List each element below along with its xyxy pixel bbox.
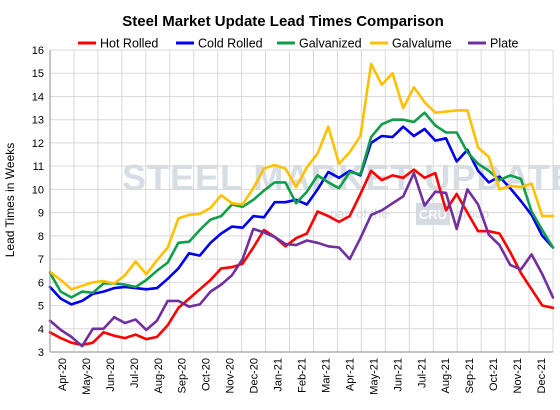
- watermark-sub-left: part of the: [330, 206, 389, 221]
- legend: Hot Rolled Cold Rolled Galvanized Galvalume…: [78, 37, 519, 51]
- x-tick-label: Dec-21: [536, 358, 548, 393]
- x-tick-labels: Apr-20 May-20 Jun-20 Jul-20 Aug-20 Sep-20 Oct-…: [57, 358, 548, 395]
- legend-label-galvanized: Galvanized: [299, 37, 362, 51]
- axes: [49, 50, 553, 353]
- x-tick-label: Nov-21: [512, 358, 524, 393]
- x-tick-label: Apr-20: [57, 358, 69, 391]
- x-tick-label: Dec-20: [249, 358, 261, 393]
- y-tick-label: 4: [38, 324, 44, 336]
- series-line-hot-rolled: [48, 168, 555, 347]
- series-line-galvanized: [48, 111, 555, 299]
- legend-label-galvalume: Galvalume: [392, 37, 452, 51]
- x-tick-label: Nov-20: [225, 358, 237, 393]
- x-tick-label: Jul-21: [416, 358, 428, 388]
- x-tick-label: Aug-20: [153, 358, 165, 393]
- y-tick-label: 14: [32, 91, 44, 103]
- x-tick-label: Jul-20: [129, 358, 141, 388]
- series-lines: [48, 62, 555, 348]
- y-tick-label: 10: [32, 184, 44, 196]
- y-tick-label: 9: [38, 208, 44, 220]
- x-tick-label: Mar-21: [320, 358, 332, 393]
- series-line-galvalume: [48, 62, 555, 291]
- chart-title: Steel Market Update Lead Times Compariso…: [122, 13, 443, 30]
- x-tick-label: Apr-21: [344, 358, 356, 391]
- y-axis-title: Lead Times in Weeks: [3, 143, 17, 258]
- y-tick-label: 7: [38, 254, 44, 266]
- x-tick-label: Jan-21: [273, 358, 285, 392]
- x-tick-label: Jun-21: [392, 358, 404, 392]
- legend-label-cold-rolled: Cold Rolled: [198, 37, 263, 51]
- y-tick-label: 16: [32, 45, 44, 57]
- x-tick-label: Aug-21: [440, 358, 452, 393]
- y-tick-label: 8: [38, 231, 44, 243]
- x-tick-label: May-21: [368, 358, 380, 395]
- y-tick-label: 6: [38, 277, 44, 289]
- y-tick-label: 3: [38, 347, 44, 359]
- x-tick-label: Oct-20: [201, 358, 213, 391]
- legend-label-hot-rolled: Hot Rolled: [100, 37, 158, 51]
- x-tick-label: Oct-21: [488, 358, 500, 391]
- legend-label-plate: Plate: [490, 37, 519, 51]
- x-tick-label: May-20: [81, 358, 93, 395]
- x-tick-label: Sep-20: [177, 358, 189, 393]
- y-tick-label: 5: [38, 301, 44, 313]
- y-tick-label: 13: [32, 115, 44, 127]
- series-line-plate: [48, 171, 555, 348]
- x-tick-label: Sep-21: [464, 358, 476, 393]
- y-tick-labels: 3 4 5 6 7 8 9 10 11 12 13 14 15 16: [32, 45, 44, 359]
- y-tick-label: 15: [32, 68, 44, 80]
- x-tick-label: Feb-21: [297, 358, 309, 393]
- y-tick-label: 12: [32, 138, 44, 150]
- y-tick-label: 11: [33, 161, 44, 173]
- x-tick-label: Jun-20: [105, 358, 117, 392]
